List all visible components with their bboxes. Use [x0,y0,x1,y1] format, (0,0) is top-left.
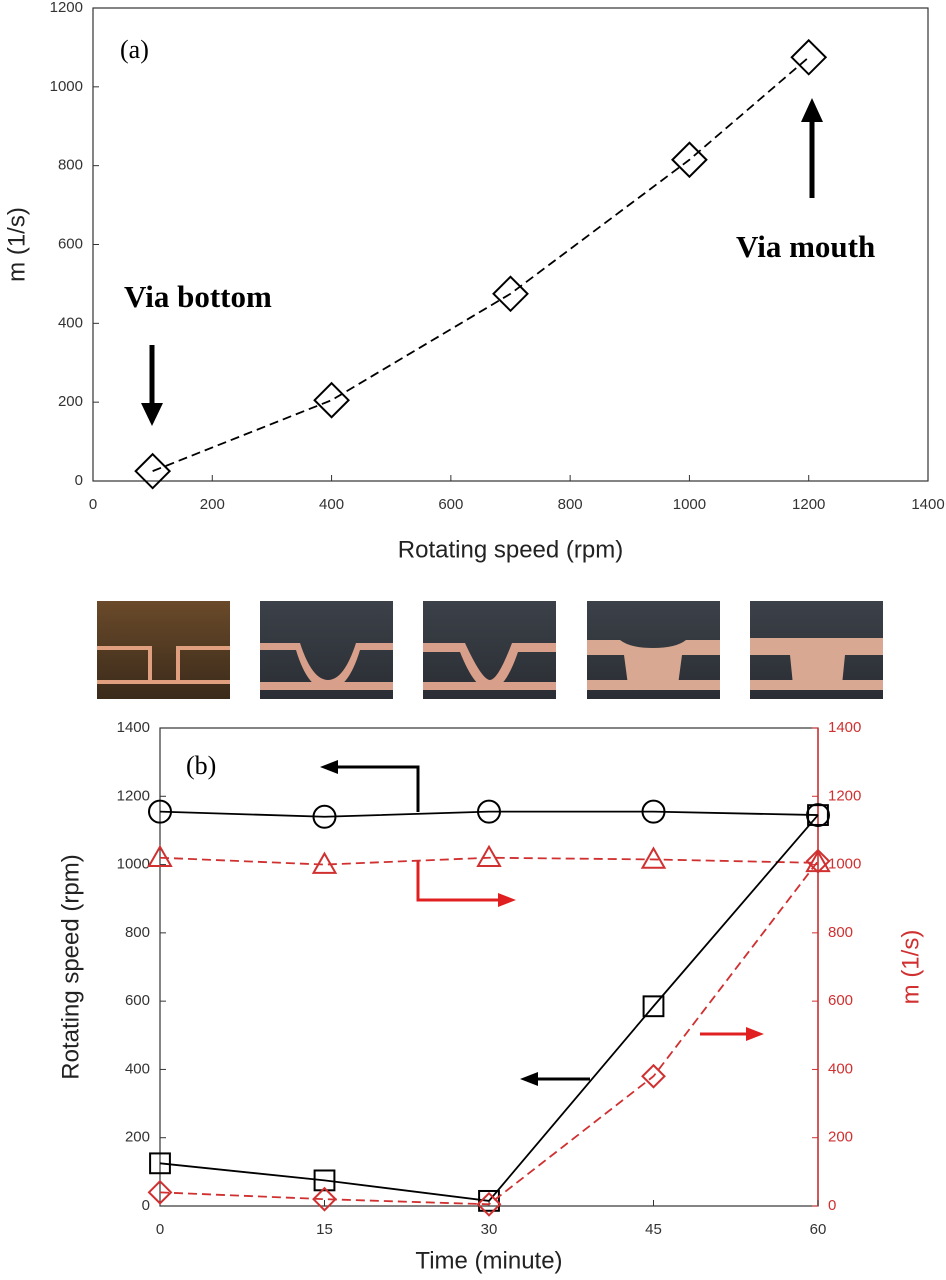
x-tick-label: 60 [810,1221,827,1238]
x-tick-label: 1400 [911,496,944,513]
x-tick-label: 15 [316,1221,333,1238]
x-tick-label: 45 [645,1221,662,1238]
marker [313,381,350,419]
y2-tick-label: 800 [828,924,853,941]
y2-tick-label: 200 [828,1129,853,1146]
y-tick-label: 200 [58,393,83,410]
x-tick-label: 0 [156,1221,164,1238]
marker [147,1179,173,1205]
marker [641,799,666,824]
y-tick-label: 200 [125,1129,150,1146]
y-tick-label: 1200 [117,787,150,804]
micrograph-detail [97,646,230,684]
y-tick-label: 400 [58,314,83,331]
y2-tick-label: 1000 [828,856,861,873]
marker [478,1189,500,1212]
x-tick-label: 600 [438,496,463,513]
arrow-head [746,1027,764,1041]
y-tick-label: 1400 [117,719,150,736]
x-tick-label: 800 [558,496,583,513]
marker [147,844,173,867]
arrow [416,860,500,902]
marker [476,844,502,867]
marker [640,846,667,869]
y-tick-label: 800 [58,157,83,174]
marker [476,1191,502,1217]
marker [311,851,338,874]
y2-tick-label: 1200 [828,787,861,804]
marker [806,803,830,828]
y-axis-label: m (1/s) [3,207,30,282]
y-tick-label: 600 [58,235,83,252]
panel-label: (a) [120,35,149,64]
marker [148,799,172,824]
y-tick-label: 400 [125,1060,150,1077]
arrow-head [320,760,338,774]
series-line [159,856,819,866]
micrograph-detail [260,643,393,690]
y-tick-label: 0 [142,1197,150,1214]
x-tick-label: 1000 [673,496,706,513]
y-axis-label: Rotating speed (rpm) [57,854,84,1079]
micrograph-detail [423,643,556,690]
y-tick-label: 600 [125,992,150,1009]
x-axis-label: Rotating speed (rpm) [398,536,623,563]
series-line [159,810,819,818]
marker [807,804,829,826]
micrograph-detail [587,640,720,690]
y2-axis-label: m (1/s) [897,930,924,1005]
x-tick-label: 0 [89,496,97,513]
panel-label: (b) [186,751,216,780]
marker [642,995,665,1018]
x-tick-label: 1200 [792,496,825,513]
y-tick-label: 800 [125,924,150,941]
series-line [159,814,819,1202]
arrow-head [498,893,516,907]
series-line [159,860,819,1206]
y2-tick-label: 0 [828,1197,836,1214]
micrographs [97,601,883,699]
y2-tick-label: 400 [828,1060,853,1077]
y-tick-label: 1000 [50,78,83,95]
y2-tick-label: 1400 [828,719,861,736]
marker [134,452,172,490]
x-axis-label: Time (minute) [415,1247,562,1274]
x-tick-label: 200 [200,496,225,513]
series-line [152,56,810,472]
annotation: Via bottom [124,279,272,314]
marker [312,804,337,829]
x-tick-label: 30 [481,1221,498,1238]
y2-tick-label: 600 [828,992,853,1009]
marker [671,141,708,179]
marker [149,1152,171,1175]
arrows [141,98,823,1086]
marker [805,848,831,874]
arrow [336,765,420,812]
arrow-head [520,1072,538,1086]
marker [477,799,501,824]
marker [313,1169,336,1192]
marker [492,275,529,313]
y-tick-label: 0 [75,472,83,489]
marker [641,1063,666,1089]
arrow-head [141,403,163,426]
marker [312,1186,337,1212]
arrow-head [801,98,823,122]
y-tick-label: 1200 [50,0,83,16]
y-tick-label: 1000 [117,856,150,873]
x-tick-label: 400 [319,496,344,513]
micrograph-detail [750,638,883,690]
annotation: Via mouth [736,229,875,264]
marker [790,38,828,76]
